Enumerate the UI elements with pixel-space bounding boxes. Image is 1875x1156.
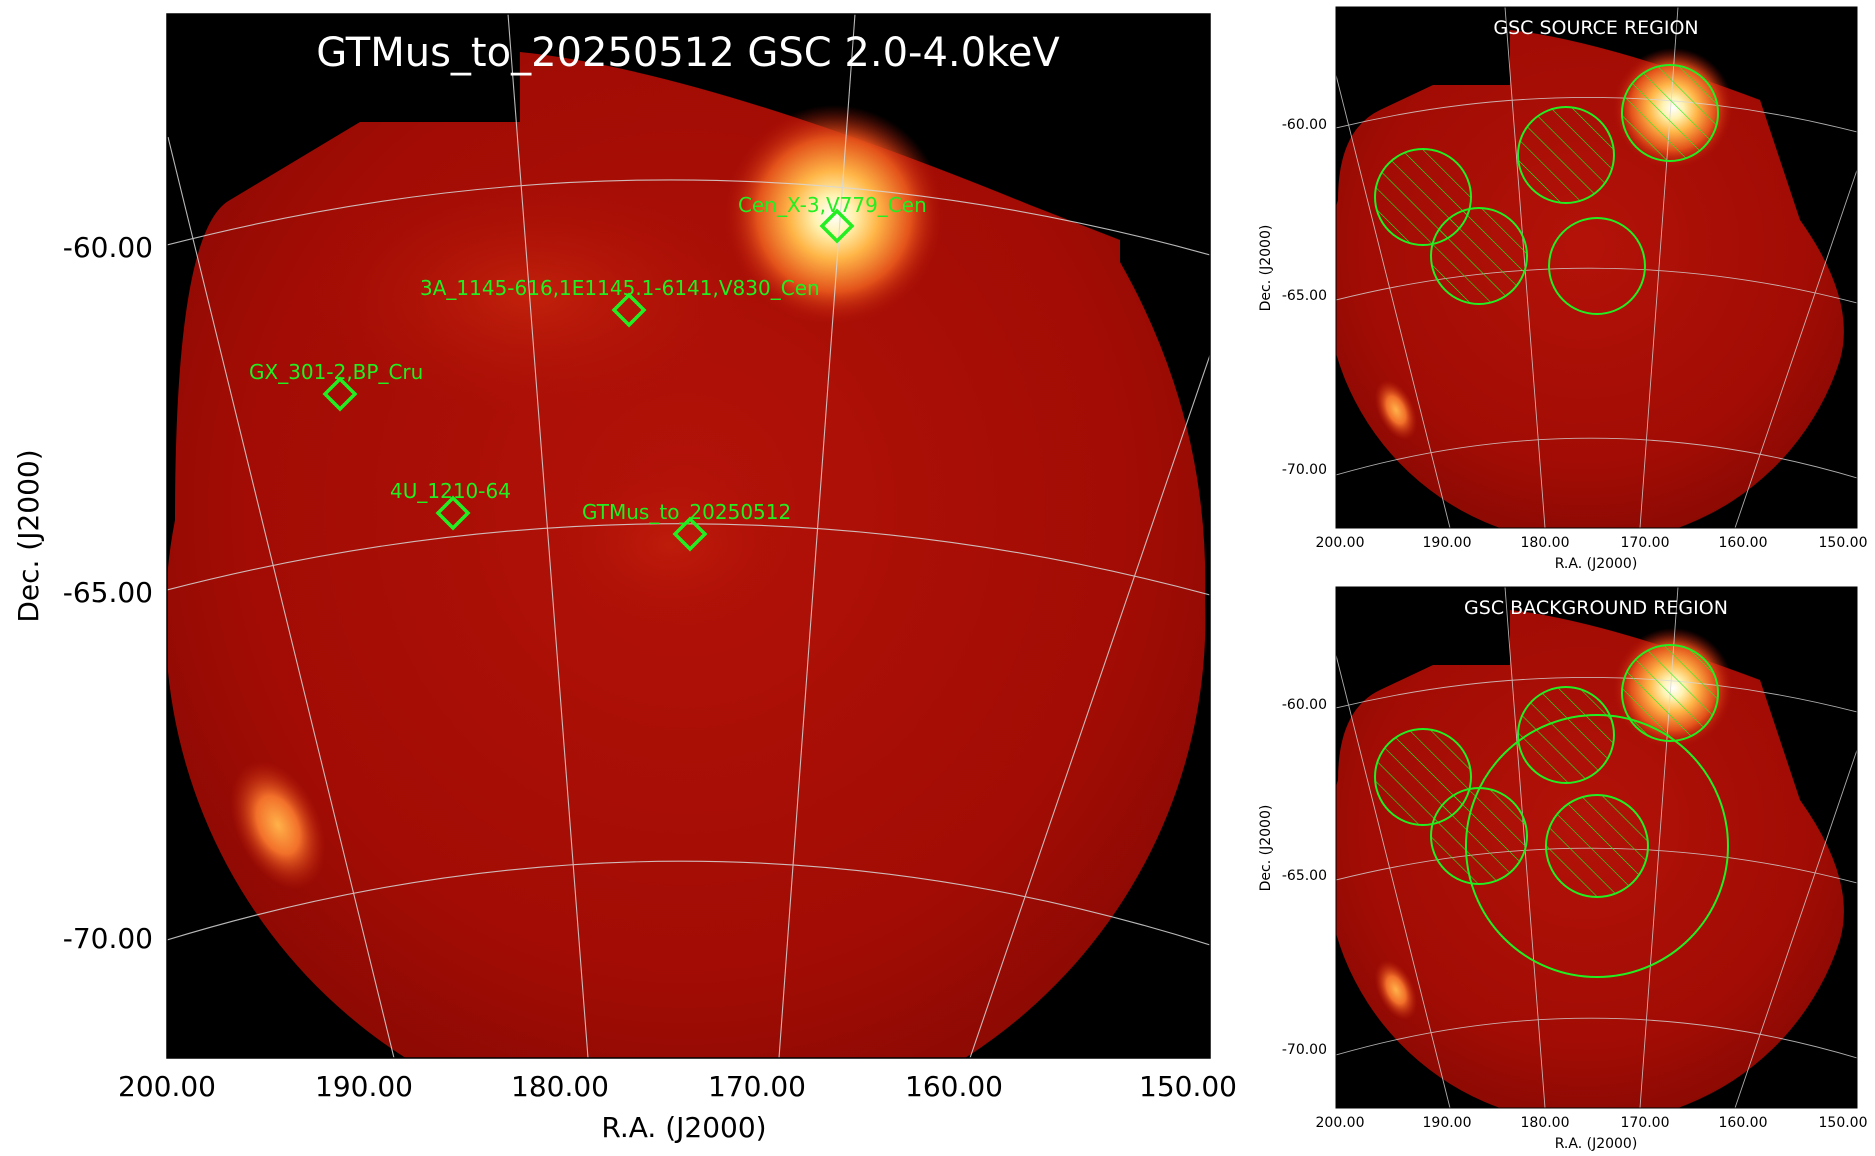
main-sky-image: Cen_X-3,V779_Cen 3A_1145-616,1E1145.1-614… [167,14,1210,1058]
excluded-source-circle [1621,644,1719,742]
x-tick-label: 200.00 [1316,535,1365,551]
source-markers: Cen_X-3,V779_Cen 3A_1145-616,1E1145.1-614… [249,193,927,552]
background-x-axis-label: R.A. (J2000) [1555,1136,1638,1152]
gsc-field-disc [1336,30,1844,528]
x-tick-label: 150.00 [1819,535,1868,551]
main-coordinate-grid [167,14,1210,1058]
main-x-axis-label: R.A. (J2000) [601,1111,766,1144]
excluded-source-circle [1517,106,1615,204]
x-tick-label: 180.00 [1521,535,1570,551]
x-tick-label: 190.00 [315,1070,413,1103]
excluded-source-circle [1621,64,1719,162]
edge-bright-source [1374,960,1418,1020]
background-region-circles [1374,644,1729,978]
excluded-source-circle [1430,787,1528,885]
x-tick-label: 150.00 [1139,1070,1237,1103]
source-axes-frame [1335,6,1858,529]
background-y-axis-label: Dec. (J2000) [1258,805,1274,892]
edge-bright-source [230,760,326,890]
source-marker-diamond [819,208,855,244]
y-tick-label: -70.00 [63,922,153,955]
background-annulus-circle [1465,714,1729,978]
source-marker-diamond [611,292,647,328]
background-y-ticks: -60.00 -65.00 -70.00 [1282,697,1327,1058]
x-tick-label: 200.00 [118,1070,216,1103]
x-tick-label: 190.00 [1423,535,1472,551]
main-x-ticks: 200.00 190.00 180.00 170.00 160.00 150.0… [118,1070,1237,1103]
x-tick-label: 160.00 [1719,535,1768,551]
target-source-circle [1548,217,1646,315]
excluded-source-circle [1430,207,1528,305]
diffuse-glow [550,465,790,625]
source-marker-label: 4U_1210-64 [390,479,511,503]
source-marker-diamond [435,495,471,531]
edge-bright-source [1374,380,1418,440]
source-marker-label: GX_301-2,BP_Cru [249,360,423,384]
source-region-panel: GSC SOURCE REGION 200.00 190.00 180.00 1… [1258,6,1868,572]
main-y-axis-label: Dec. (J2000) [12,449,45,622]
source-x-axis-label: R.A. (J2000) [1555,556,1638,572]
y-tick-label: -70.00 [1282,462,1327,478]
x-tick-label: 160.00 [905,1070,1003,1103]
y-tick-label: -70.00 [1282,1042,1327,1058]
source-panel-title: GSC SOURCE REGION [1493,17,1698,39]
y-tick-label: -60.00 [1282,117,1327,133]
background-region-panel: GSC BACKGROUND REGION 200.00 190.00 180.… [1258,586,1868,1152]
source-marker-label: 3A_1145-616,1E1145.1-6141,V830_Cen [420,276,820,300]
main-panel: Cen_X-3,V779_Cen 3A_1145-616,1E1145.1-614… [12,13,1237,1144]
background-x-ticks: 200.00 190.00 180.00 170.00 160.00 150.0… [1316,1115,1868,1131]
x-tick-label: 150.00 [1819,1115,1868,1131]
background-panel-title: GSC BACKGROUND REGION [1464,597,1728,619]
source-x-ticks: 200.00 190.00 180.00 170.00 160.00 150.0… [1316,535,1868,551]
source-marker-label: Cen_X-3,V779_Cen [738,193,927,217]
y-tick-label: -60.00 [63,231,153,264]
source-y-ticks: -60.00 -65.00 -70.00 [1282,117,1327,478]
y-tick-label: -60.00 [1282,697,1327,713]
x-tick-label: 170.00 [1621,1115,1670,1131]
excluded-target-circle [1545,794,1649,898]
source-marker-diamond [672,516,708,552]
x-tick-label: 160.00 [1719,1115,1768,1131]
source-marker-label: GTMus_to_20250512 [582,500,791,524]
x-tick-label: 170.00 [1621,535,1670,551]
x-tick-label: 180.00 [1521,1115,1570,1131]
source-marker-diamond [322,376,358,412]
x-tick-label: 180.00 [511,1070,609,1103]
y-tick-label: -65.00 [1282,288,1327,304]
x-tick-label: 170.00 [708,1070,806,1103]
source-region-circles [1374,64,1719,315]
background-panel-image [1336,587,1857,1108]
source-panel-image [1336,7,1857,528]
background-axes-frame [1335,586,1858,1109]
main-axes-frame [166,13,1211,1059]
x-tick-label: 200.00 [1316,1115,1365,1131]
source-y-axis-label: Dec. (J2000) [1258,225,1274,312]
x-tick-label: 190.00 [1423,1115,1472,1131]
main-y-ticks: -60.00 -65.00 -70.00 [63,231,153,955]
y-tick-label: -65.00 [1282,868,1327,884]
main-title: GTMus_to_20250512 GSC 2.0-4.0keV [316,30,1060,76]
y-tick-label: -65.00 [63,576,153,609]
excluded-source-circle [1517,686,1615,784]
